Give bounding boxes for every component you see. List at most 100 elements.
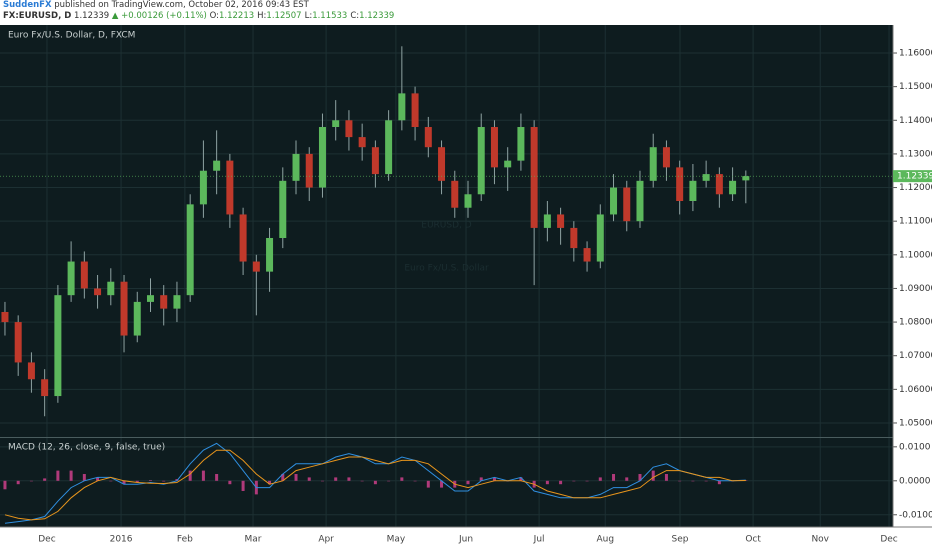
candle-body xyxy=(438,147,446,181)
x-tick-label: 2016 xyxy=(110,535,133,545)
histogram-bar xyxy=(148,480,152,481)
candle-body xyxy=(332,120,340,128)
candle-body xyxy=(239,214,247,262)
candle-body xyxy=(27,362,35,380)
x-tick-label: Aug xyxy=(596,535,614,545)
quote-value: 1.11533 xyxy=(312,11,348,21)
candle-body xyxy=(490,127,498,168)
histogram-bar xyxy=(241,480,245,491)
histogram-bar xyxy=(625,477,629,481)
candle-body xyxy=(424,127,432,148)
candle-body xyxy=(107,281,115,296)
histogram-bar xyxy=(201,470,205,481)
histogram-bar xyxy=(400,477,404,481)
histogram-bar xyxy=(664,474,668,481)
candle-body xyxy=(213,160,221,171)
histogram-bar xyxy=(281,474,285,481)
histogram-bar xyxy=(162,480,166,482)
candle-body xyxy=(464,194,472,208)
candle-body xyxy=(504,160,512,168)
author[interactable]: SuddenFX xyxy=(3,0,52,10)
histogram-bar xyxy=(122,480,126,485)
chart-title: Euro Fx/U.S. Dollar, D, FXCM xyxy=(8,31,135,41)
histogram-bar xyxy=(598,477,602,481)
histogram-bar xyxy=(268,480,272,485)
candle-body xyxy=(742,176,750,181)
candle-body xyxy=(610,187,618,215)
y-tick-label: 1.12000 xyxy=(899,183,932,193)
histogram-bar xyxy=(612,474,616,481)
x-tick-label: Jun xyxy=(458,535,473,545)
candle-body xyxy=(80,261,88,289)
histogram-bar xyxy=(559,480,563,485)
y-tick-label: 0.0000 xyxy=(899,476,931,486)
candle-body xyxy=(266,237,274,272)
quote-label: O: xyxy=(209,11,219,21)
x-tick-label: May xyxy=(387,535,406,545)
histogram-bar xyxy=(228,480,232,485)
histogram-bar xyxy=(638,474,642,481)
x-tick-label: Jul xyxy=(533,535,545,545)
histogram-bar xyxy=(347,477,351,481)
quote-label: C: xyxy=(350,11,360,21)
y-tick-label: 1.09000 xyxy=(899,284,932,294)
candle-body xyxy=(173,295,181,309)
candle-body xyxy=(226,160,234,215)
histogram-bar xyxy=(135,480,139,483)
x-tick-label: Apr xyxy=(318,535,334,545)
candle-body xyxy=(543,214,551,228)
candle-body xyxy=(517,127,525,161)
histogram-bar xyxy=(109,480,113,482)
histogram-bar xyxy=(43,478,47,481)
candle-body xyxy=(702,174,710,181)
candle-body xyxy=(305,153,313,188)
quote-label: L: xyxy=(304,11,313,21)
y-tick-label: 1.06000 xyxy=(899,385,932,395)
candle-body xyxy=(371,147,379,175)
candle-body xyxy=(477,127,485,195)
histogram-bar xyxy=(572,480,576,482)
histogram-bar xyxy=(717,480,721,485)
candle-body xyxy=(530,127,538,228)
histogram-bar xyxy=(82,474,86,481)
histogram-bar xyxy=(691,480,695,482)
x-tick-label: Oct xyxy=(745,535,761,545)
x-tick-label: Nov xyxy=(811,535,829,545)
candle-body xyxy=(146,295,154,302)
candle-body xyxy=(292,153,300,181)
x-tick-label: Dec xyxy=(38,535,55,545)
histogram-bar xyxy=(373,480,377,485)
histogram-bar xyxy=(519,477,523,481)
candle-body xyxy=(94,288,102,296)
histogram-bar xyxy=(413,480,417,482)
candle-body xyxy=(345,120,353,138)
candle-body xyxy=(41,379,49,397)
quote-value: 1.12213 xyxy=(219,11,255,21)
candle-body xyxy=(636,180,644,222)
histogram-bar xyxy=(651,470,655,481)
y-tick-label: 1.05000 xyxy=(899,418,932,428)
candle-body xyxy=(715,174,723,195)
histogram-bar xyxy=(440,480,444,488)
chart: Dec 2016 Feb Mar Apr May Jun Jul Aug Sep Oct Nov Dec… xyxy=(0,25,932,545)
candle-body xyxy=(1,311,9,323)
candle-body xyxy=(596,214,604,262)
histogram-bar xyxy=(387,480,391,482)
candle-body xyxy=(570,227,578,249)
histogram-bar xyxy=(744,480,748,481)
histogram-bar xyxy=(294,474,298,481)
candle-body xyxy=(160,295,168,309)
histogram-bar xyxy=(426,480,430,488)
histogram-bar xyxy=(492,477,496,481)
candle-body xyxy=(279,180,287,238)
histogram-bar xyxy=(307,477,311,481)
candle-body xyxy=(67,261,75,296)
histogram-bar xyxy=(320,480,324,482)
last: 1.12339 xyxy=(74,11,110,21)
histogram-bar xyxy=(215,474,219,481)
quote-label: H: xyxy=(257,11,267,21)
x-tick-label: Dec xyxy=(880,535,897,545)
change: ▲ +0.00126 (+0.11%) xyxy=(111,11,207,21)
